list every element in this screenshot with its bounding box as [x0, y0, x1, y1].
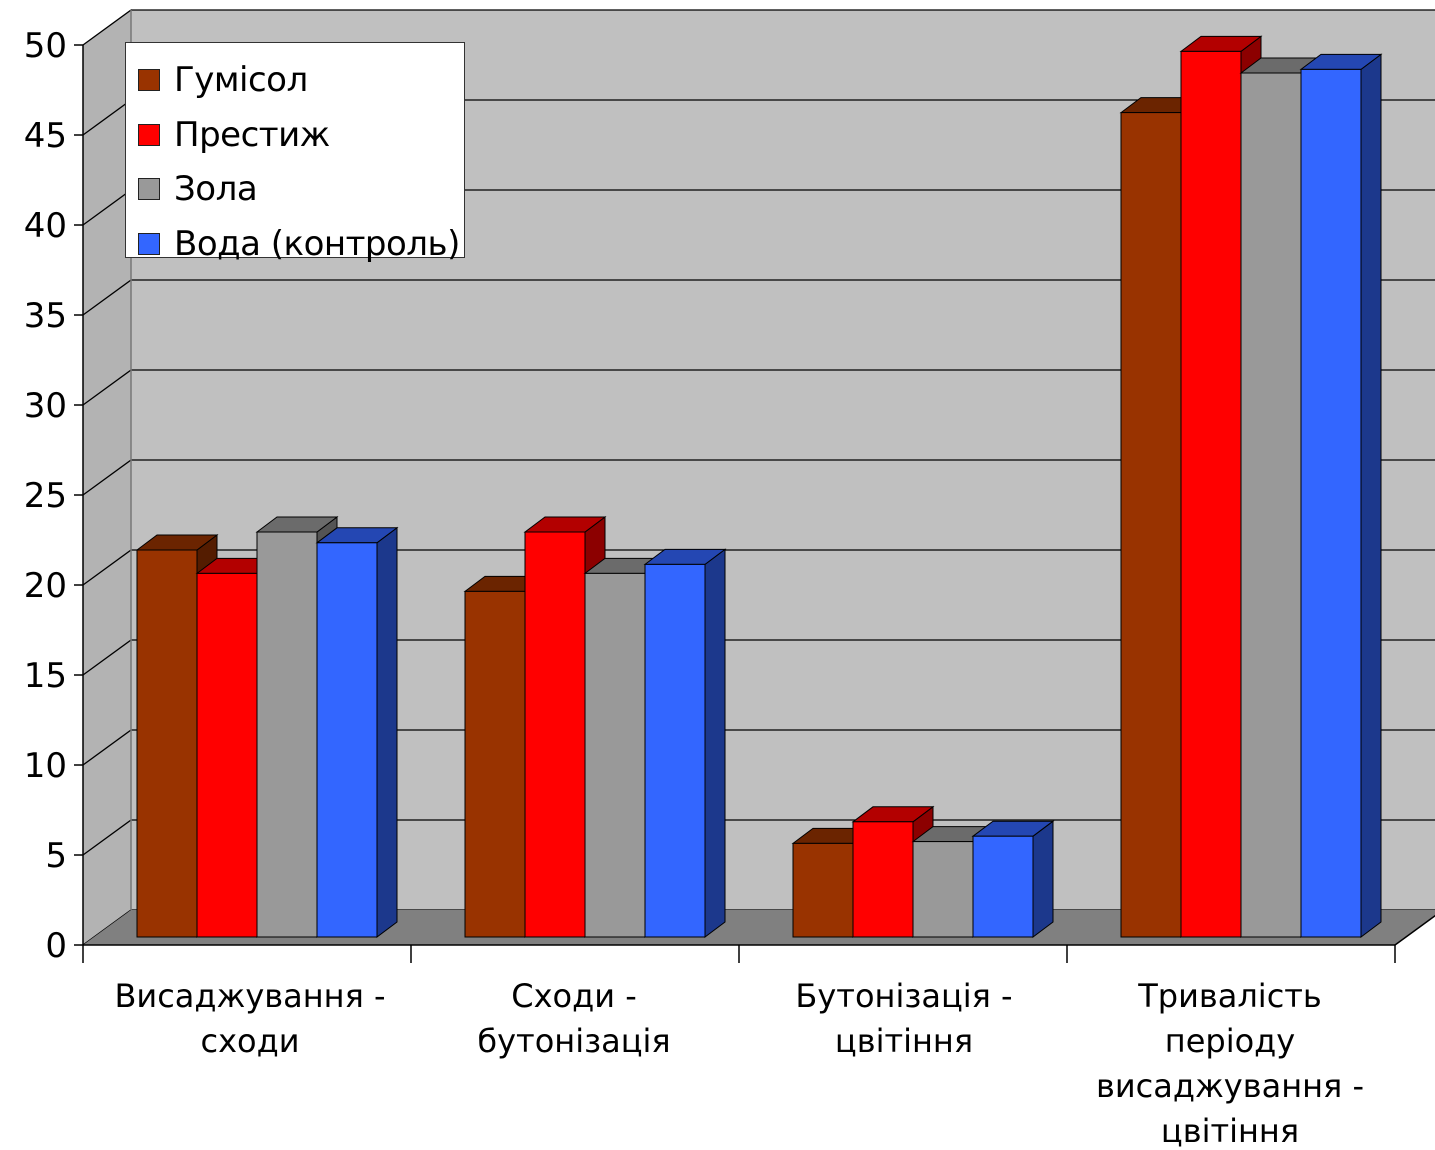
legend-swatch-prestyzh	[138, 123, 160, 146]
legend-label-prestyzh: Престиж	[174, 114, 330, 155]
legend-swatch-humisol	[138, 69, 160, 92]
y-tick-label: 25	[24, 476, 67, 516]
bar-side	[1360, 53, 1382, 938]
y-tick-label: 40	[24, 206, 67, 246]
bar	[524, 531, 586, 938]
legend-item-voda: Вода (контроль)	[138, 217, 464, 272]
x-category-label-3: Бутонізація - цвітіння	[795, 977, 1013, 1060]
bar	[316, 542, 378, 938]
legend-label-zola: Зола	[174, 169, 258, 210]
bar-side	[704, 548, 726, 938]
bar	[136, 549, 198, 938]
y-tick-label: 10	[24, 746, 67, 786]
bar	[1300, 68, 1362, 938]
bar-side	[376, 526, 398, 938]
y-tick-label: 35	[24, 296, 67, 336]
gridline-side	[82, 459, 132, 496]
bar	[196, 572, 258, 938]
bar	[256, 531, 318, 938]
bar	[464, 590, 526, 938]
legend-swatch-zola	[138, 178, 160, 201]
legend-label-voda: Вода (контроль)	[174, 223, 460, 264]
bar	[584, 572, 646, 938]
y-tick-label: 45	[24, 116, 67, 156]
x-category-label-4: Тривалість періоду висаджування - цвітін…	[1095, 977, 1365, 1150]
gridline-side	[82, 99, 132, 136]
bar	[972, 835, 1034, 938]
x-category-label-1: Висаджування - сходи	[114, 977, 386, 1060]
bar	[1120, 112, 1182, 938]
bar	[852, 821, 914, 938]
gridline-side	[82, 639, 132, 676]
gridline-side	[82, 549, 132, 586]
y-tick-label: 30	[24, 386, 67, 426]
x-category-label-2: Сходи - бутонізація	[477, 977, 671, 1060]
legend-item-humisol: Гумісол	[138, 53, 464, 108]
bar-side	[1032, 820, 1054, 938]
y-tick-label: 0	[45, 926, 67, 966]
legend: Гумісол Престиж Зола Вода (контроль)	[125, 42, 465, 264]
legend-swatch-voda	[138, 232, 160, 255]
legend-label-humisol: Гумісол	[174, 60, 308, 101]
gridline-side	[82, 369, 132, 406]
gridline-side	[82, 729, 132, 766]
x-axis-depth-line	[1394, 914, 1435, 946]
gridline-side	[82, 9, 132, 46]
y-tick-label: 5	[45, 836, 67, 876]
bar	[644, 563, 706, 938]
bar	[912, 841, 974, 938]
y-tick-label: 50	[24, 26, 67, 66]
gridline-side	[82, 189, 132, 226]
legend-item-prestyzh: Престиж	[138, 108, 464, 163]
bar	[1180, 50, 1242, 938]
y-tick-label: 15	[24, 656, 67, 696]
bar	[792, 842, 854, 938]
legend-item-zola: Зола	[138, 162, 464, 217]
y-tick-label: 20	[24, 566, 67, 606]
bar	[1240, 72, 1302, 938]
floor	[83, 910, 1435, 945]
gridline-side	[82, 819, 132, 856]
gridline-side	[82, 279, 132, 316]
